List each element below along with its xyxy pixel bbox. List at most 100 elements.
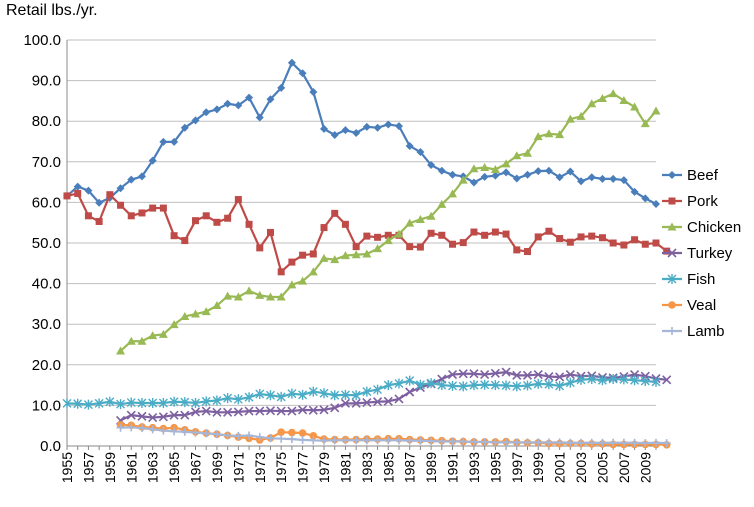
- series-chicken: [116, 89, 661, 355]
- chicken-point: [169, 320, 179, 329]
- pork-point: [181, 237, 189, 245]
- legend-item-beef: Beef: [662, 167, 719, 184]
- y-tick-label: 10.0: [32, 397, 61, 414]
- lamb-point: [352, 436, 361, 445]
- chicken-point: [126, 336, 136, 345]
- x-tick-label: 1967: [188, 452, 204, 483]
- fish-point: [501, 380, 511, 391]
- chicken-point: [201, 307, 211, 316]
- chicken-point: [608, 89, 618, 98]
- pork-point: [159, 204, 167, 212]
- lamb-point: [159, 426, 168, 435]
- lamb-point: [416, 436, 425, 445]
- chicken-point: [137, 336, 147, 345]
- turkey-point: [351, 398, 361, 408]
- pork-point: [545, 227, 553, 235]
- beef-point: [469, 178, 478, 187]
- beef-point: [137, 172, 146, 181]
- beef-point: [609, 174, 618, 183]
- legend-fish-point: [667, 274, 677, 284]
- lamb-point: [469, 437, 478, 446]
- veal-point: [277, 428, 285, 436]
- lamb-point: [309, 436, 318, 445]
- pork-point: [63, 192, 71, 200]
- fish-point: [640, 376, 650, 387]
- x-tick-label: 1985: [380, 452, 396, 483]
- lamb-point: [448, 437, 457, 446]
- lamb-point: [298, 435, 307, 444]
- pork-point: [502, 230, 510, 238]
- chicken-point: [287, 280, 297, 289]
- turkey-point: [458, 369, 468, 379]
- turkey-point: [480, 369, 490, 380]
- y-tick-label: 20.0: [32, 357, 61, 374]
- fish-point: [469, 380, 479, 391]
- chicken-point: [276, 292, 286, 301]
- lamb-line: [120, 426, 667, 445]
- lamb-point: [362, 436, 371, 445]
- pork-point: [245, 220, 253, 228]
- pork-point: [481, 231, 489, 239]
- turkey-point: [340, 398, 351, 408]
- pork-point: [449, 240, 457, 248]
- fish-point: [94, 398, 104, 409]
- lamb-point: [491, 438, 500, 447]
- fish-point: [437, 380, 447, 391]
- lamb-point: [641, 439, 650, 448]
- beef-point: [577, 177, 586, 186]
- x-tick-label: 1997: [509, 452, 525, 483]
- x-axis-ticks: 1955 1957 1959 1961 1963 1965 1967 1969 1971 1973…: [59, 446, 657, 483]
- y-tick-label: 40.0: [32, 276, 61, 293]
- lamb-point: [245, 431, 254, 440]
- turkey-point: [522, 370, 533, 380]
- turkey-point: [469, 369, 479, 379]
- y-tick-label: 90.0: [32, 73, 61, 90]
- chicken-point: [555, 130, 565, 139]
- pork-point: [106, 191, 114, 199]
- legend-veal-point: [668, 301, 676, 309]
- pork-point: [331, 209, 339, 217]
- chicken-point: [265, 292, 275, 301]
- lamb-point: [544, 438, 553, 447]
- legend-item-chicken: Chicken: [662, 219, 741, 236]
- fish-point: [116, 399, 126, 410]
- x-tick-label: 1983: [359, 452, 375, 483]
- pork-point: [127, 212, 135, 220]
- turkey-point: [394, 394, 404, 404]
- chicken-point: [405, 218, 415, 227]
- pork-point: [256, 244, 264, 252]
- series-turkey: [115, 367, 672, 425]
- pork-point: [459, 239, 467, 247]
- legend-item-veal: Veal: [662, 297, 716, 314]
- lamb-point: [577, 438, 586, 447]
- x-tick-label: 1969: [209, 452, 225, 483]
- lamb-point: [502, 438, 511, 447]
- series-pork: [63, 189, 671, 276]
- series-lines: [62, 58, 672, 449]
- chicken-point: [308, 267, 318, 276]
- lamb-point: [459, 437, 468, 446]
- legend-label: Lamb: [687, 323, 725, 340]
- pork-point: [513, 246, 521, 254]
- chicken-point: [587, 99, 597, 108]
- chicken-point: [501, 159, 511, 168]
- lamb-point: [512, 438, 521, 447]
- lamb-point: [341, 436, 350, 445]
- fish-point: [180, 397, 190, 408]
- chicken-point: [394, 229, 404, 238]
- beef-point: [245, 93, 254, 102]
- beef-point: [566, 167, 575, 176]
- fish-point: [201, 396, 211, 407]
- pork-point: [438, 231, 446, 239]
- x-tick-label: 1979: [316, 452, 332, 483]
- fish-point: [223, 393, 233, 404]
- chicken-point: [469, 164, 479, 173]
- lamb-point: [266, 434, 275, 443]
- fish-point: [340, 389, 350, 400]
- lamb-point: [630, 438, 639, 447]
- gridlines: [66, 39, 656, 447]
- fish-point: [597, 375, 607, 386]
- fish-point: [265, 390, 275, 401]
- legend-chicken-point: [667, 222, 677, 231]
- fish-point: [512, 381, 522, 392]
